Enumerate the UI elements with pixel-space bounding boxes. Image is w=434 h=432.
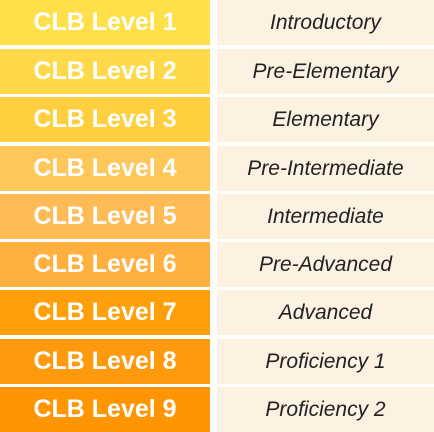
level-cell: CLB Level 6 [0, 242, 210, 287]
level-cell: CLB Level 8 [0, 339, 210, 384]
table-row: CLB Level 8 Proficiency 1 [0, 339, 434, 384]
table-row: CLB Level 9 Proficiency 2 [0, 387, 434, 432]
table-row: CLB Level 5 Intermediate [0, 194, 434, 239]
table-row: CLB Level 2 Pre-Elementary [0, 49, 434, 94]
table-row: CLB Level 1 Introductory [0, 0, 434, 45]
level-cell: CLB Level 1 [0, 0, 210, 45]
level-cell: CLB Level 9 [0, 387, 210, 432]
description-cell: Pre-Elementary [217, 49, 434, 94]
description-cell: Pre-Intermediate [217, 146, 434, 191]
level-cell: CLB Level 5 [0, 194, 210, 239]
table-row: CLB Level 3 Elementary [0, 97, 434, 142]
description-cell: Elementary [217, 97, 434, 142]
table-row: CLB Level 6 Pre-Advanced [0, 242, 434, 287]
level-cell: CLB Level 3 [0, 97, 210, 142]
description-cell: Advanced [217, 290, 434, 335]
level-cell: CLB Level 4 [0, 146, 210, 191]
description-cell: Proficiency 2 [217, 387, 434, 432]
description-cell: Proficiency 1 [217, 339, 434, 384]
level-cell: CLB Level 2 [0, 49, 210, 94]
description-cell: Introductory [217, 0, 434, 45]
table-row: CLB Level 4 Pre-Intermediate [0, 146, 434, 191]
description-cell: Pre-Advanced [217, 242, 434, 287]
description-cell: Intermediate [217, 194, 434, 239]
table-row: CLB Level 7 Advanced [0, 290, 434, 335]
level-cell: CLB Level 7 [0, 290, 210, 335]
